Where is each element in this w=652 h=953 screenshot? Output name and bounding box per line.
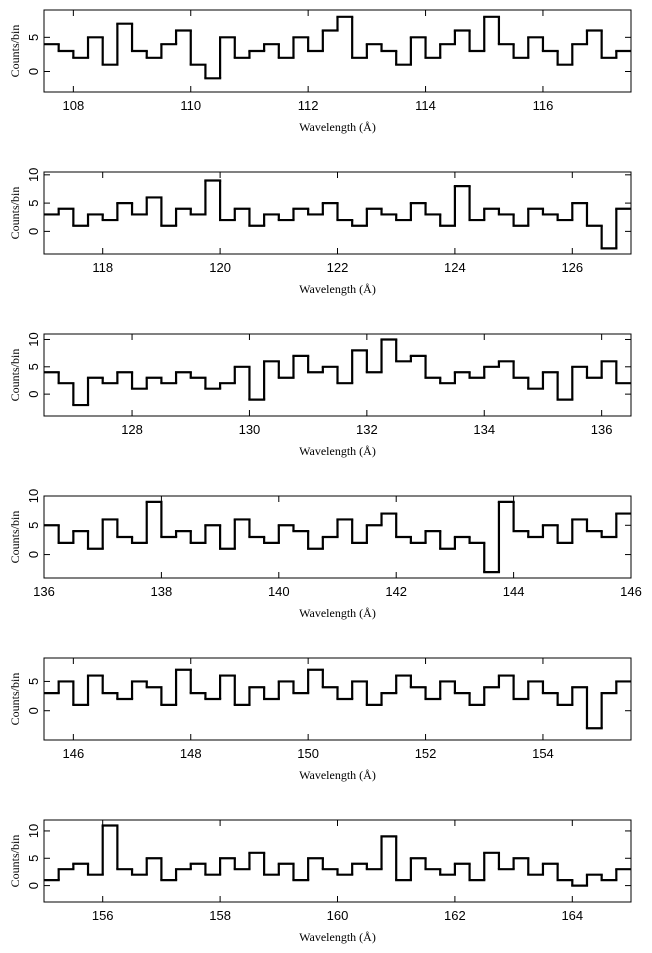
panel: 156 158 160 162 164 0 5 10 Wavelength (Å) Counts/… bbox=[8, 819, 632, 944]
y-axis-label: Counts/bin bbox=[8, 187, 22, 240]
x-axis-label: Wavelength (Å) bbox=[299, 606, 376, 620]
plot-frame bbox=[43, 9, 632, 93]
y-tick-label: 5 bbox=[26, 522, 41, 529]
y-tick-label: 0 bbox=[26, 391, 41, 398]
x-axis-label: Wavelength (Å) bbox=[299, 768, 376, 782]
x-tick-label: 158 bbox=[209, 908, 231, 923]
y-axis-label: Counts/bin bbox=[8, 673, 22, 726]
plot-frame bbox=[43, 333, 632, 417]
y-tick-label: 5 bbox=[26, 678, 41, 685]
y-tick-label: 10 bbox=[26, 332, 41, 346]
x-tick-label: 146 bbox=[62, 746, 84, 761]
x-tick-label: 154 bbox=[532, 746, 554, 761]
y-tick-label: 5 bbox=[26, 363, 41, 370]
x-tick-label: 108 bbox=[62, 98, 84, 113]
data-layer bbox=[44, 500, 631, 574]
x-tick-label: 110 bbox=[180, 98, 201, 113]
x-tick-label: 160 bbox=[327, 908, 349, 923]
y-tick-label: 0 bbox=[26, 551, 41, 558]
x-tick-label: 132 bbox=[356, 422, 378, 437]
y-tick-label: 0 bbox=[26, 228, 41, 235]
y-tick-label: 5 bbox=[26, 199, 41, 206]
y-axis-label: Counts/bin bbox=[8, 835, 22, 888]
plot-frame bbox=[43, 819, 632, 903]
x-tick-label: 118 bbox=[92, 260, 113, 275]
x-axis-label: Wavelength (Å) bbox=[299, 930, 376, 944]
y-axis-label: Counts/bin bbox=[8, 511, 22, 564]
x-tick-label: 148 bbox=[180, 746, 202, 761]
x-tick-label: 146 bbox=[620, 584, 642, 599]
x-tick-label: 164 bbox=[561, 908, 583, 923]
x-tick-label: 112 bbox=[298, 98, 319, 113]
x-tick-label: 124 bbox=[444, 260, 466, 275]
plot-frame bbox=[43, 495, 632, 579]
x-tick-label: 126 bbox=[561, 260, 583, 275]
x-tick-label: 122 bbox=[327, 260, 349, 275]
x-tick-label: 134 bbox=[473, 422, 495, 437]
panel: 108 110 112 114 116 0 5 Wavelength (Å) Counts/bi… bbox=[8, 9, 632, 134]
x-tick-label: 140 bbox=[268, 584, 290, 599]
y-tick-label: 5 bbox=[26, 34, 41, 41]
x-tick-label: 130 bbox=[239, 422, 261, 437]
x-tick-label: 152 bbox=[415, 746, 437, 761]
y-tick-label: 5 bbox=[26, 855, 41, 862]
x-tick-label: 120 bbox=[209, 260, 231, 275]
x-tick-label: 162 bbox=[444, 908, 466, 923]
x-tick-label: 144 bbox=[503, 584, 525, 599]
x-tick-label: 114 bbox=[415, 98, 436, 113]
y-tick-label: 0 bbox=[26, 882, 41, 889]
y-tick-label: 10 bbox=[26, 168, 41, 182]
x-tick-label: 156 bbox=[92, 908, 114, 923]
panel: 136 138 140 142 144 146 0 5 10 Wavelength (Å) Coun… bbox=[8, 489, 642, 620]
x-tick-label: 138 bbox=[151, 584, 173, 599]
panel: 146 148 150 152 154 0 5 Wavelength (Å) Counts/bi… bbox=[8, 657, 632, 782]
y-axis-label: Counts/bin bbox=[8, 25, 22, 78]
x-axis-label: Wavelength (Å) bbox=[299, 120, 376, 134]
data-layer bbox=[44, 179, 631, 250]
x-tick-label: 128 bbox=[121, 422, 143, 437]
x-tick-label: 136 bbox=[33, 584, 55, 599]
panel: 128 130 132 134 136 0 5 10 Wavelength (Å) Counts/… bbox=[8, 332, 632, 458]
y-tick-label: 0 bbox=[26, 707, 41, 714]
x-tick-label: 136 bbox=[591, 422, 613, 437]
panel: 118 120 122 124 126 0 5 10 Wavelength (Å) Counts/… bbox=[8, 168, 632, 296]
y-tick-label: 10 bbox=[26, 824, 41, 838]
x-axis-label: Wavelength (Å) bbox=[299, 444, 376, 458]
x-tick-label: 142 bbox=[385, 584, 407, 599]
plot-frame bbox=[43, 657, 632, 741]
y-tick-label: 0 bbox=[26, 68, 41, 75]
data-layer bbox=[44, 338, 631, 407]
y-axis-label: Counts/bin bbox=[8, 349, 22, 402]
data-layer bbox=[44, 15, 631, 80]
x-axis-label: Wavelength (Å) bbox=[299, 282, 376, 296]
y-tick-label: 10 bbox=[26, 489, 41, 503]
data-layer bbox=[44, 668, 631, 730]
x-tick-label: 150 bbox=[297, 746, 319, 761]
data-layer bbox=[44, 824, 631, 887]
x-tick-label: 116 bbox=[533, 98, 554, 113]
